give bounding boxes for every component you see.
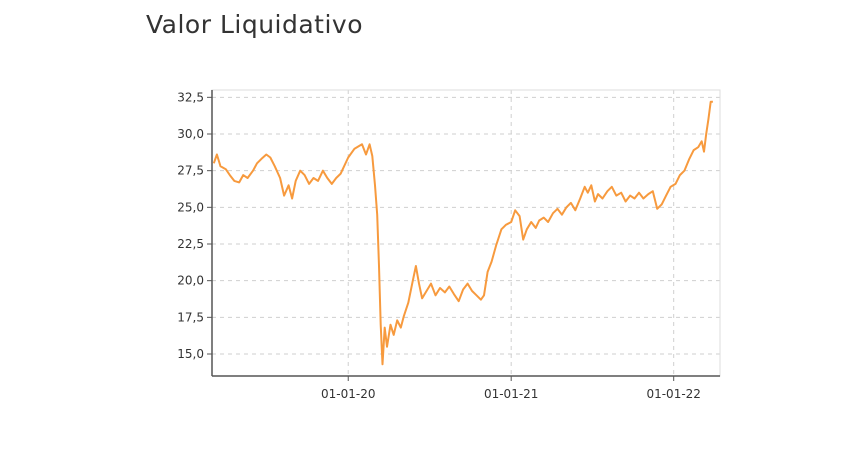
y-tick-label: 15,0: [177, 347, 204, 361]
x-axis-ticks: 01-01-20 01-01-21 01-01-22: [321, 376, 701, 401]
page-title: Valor Liquidativo: [146, 10, 364, 39]
chart-series: [212, 100, 713, 366]
x-tick-label: 01-01-20: [321, 387, 375, 401]
x-tick-label: 01-01-22: [646, 387, 700, 401]
plot-frame: [211, 89, 721, 377]
chart-axes: [211, 89, 721, 377]
chart-grid: [212, 90, 720, 376]
y-tick-label: 27,5: [177, 164, 204, 178]
y-tick-label: 17,5: [177, 310, 204, 324]
x-tick-label: 01-01-21: [484, 387, 538, 401]
y-tick-label: 30,0: [177, 127, 204, 141]
series-line: [212, 100, 713, 366]
y-tick-label: 25,0: [177, 200, 204, 214]
y-axis-ticks: 15,0 17,5 20,0 22,5 25,0 27,5 30,0 32,5: [177, 90, 212, 361]
y-tick-label: 22,5: [177, 237, 204, 251]
y-tick-label: 32,5: [177, 90, 204, 104]
y-tick-label: 20,0: [177, 274, 204, 288]
